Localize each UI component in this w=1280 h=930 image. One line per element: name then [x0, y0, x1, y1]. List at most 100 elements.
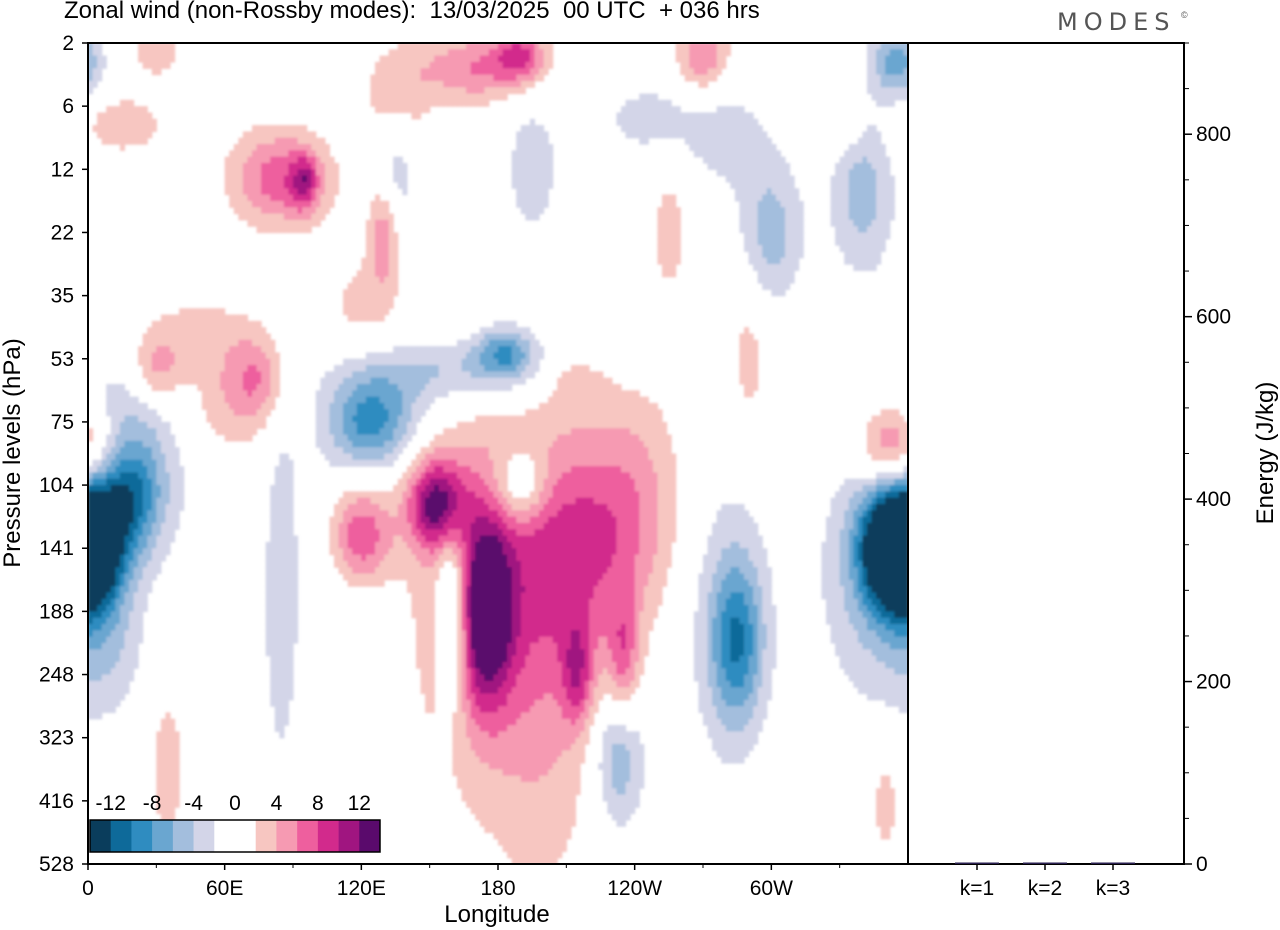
heatmap-cell: [329, 459, 335, 467]
heatmap-cell: [402, 49, 408, 57]
heatmap-cell: [242, 213, 249, 221]
heatmap-cell: [402, 434, 408, 442]
heatmap-cell: [429, 346, 435, 354]
heatmap-cell: [835, 238, 841, 246]
heatmap-cell: [666, 238, 672, 246]
heatmap-cell: [662, 118, 668, 126]
heatmap-cell: [853, 257, 859, 265]
heatmap-cell: [561, 516, 567, 524]
heatmap-cell: [739, 125, 745, 133]
heatmap-cell: [457, 74, 463, 82]
heatmap-cell: [347, 384, 353, 391]
heatmap-cell: [611, 396, 618, 404]
heatmap-cell: [133, 516, 139, 524]
heatmap-cell: [789, 257, 795, 265]
heatmap-cell: [261, 377, 267, 385]
heatmap-cell: [461, 447, 467, 455]
heatmap-cell: [744, 150, 750, 158]
heatmap-cell: [470, 93, 476, 101]
heatmap-cell: [621, 440, 627, 448]
heatmap-cell: [416, 453, 422, 461]
heatmap-cell: [584, 396, 590, 404]
heatmap-cell: [525, 55, 531, 63]
heatmap-cell: [461, 504, 467, 511]
heatmap-cell: [484, 491, 490, 499]
heatmap-cell: [416, 106, 422, 114]
heatmap-cell: [238, 377, 244, 385]
heatmap-cell: [324, 409, 331, 417]
heatmap-cell: [867, 74, 873, 82]
heatmap-cell: [607, 459, 613, 467]
heatmap-cell: [406, 396, 413, 404]
heatmap-cell: [730, 144, 736, 151]
heatmap-cell: [520, 150, 526, 158]
heatmap-cell: [484, 327, 490, 335]
heatmap-cell: [516, 327, 522, 335]
heatmap-cell: [283, 478, 290, 486]
heatmap-cell: [106, 510, 112, 518]
heatmap-cell: [425, 447, 431, 455]
heatmap-cell: [261, 169, 267, 177]
heatmap-cell: [133, 402, 139, 410]
heatmap-cell: [297, 213, 303, 221]
heatmap-cell: [652, 510, 659, 518]
heatmap-cell: [160, 352, 167, 360]
heatmap-cell: [384, 251, 390, 259]
heatmap-cell: [147, 516, 153, 524]
heatmap-cell: [757, 213, 763, 221]
heatmap-cell: [352, 295, 358, 303]
heatmap-cell: [889, 516, 895, 524]
heatmap-cell: [525, 213, 531, 221]
heatmap-cell: [416, 365, 422, 372]
heatmap-cell: [434, 510, 440, 518]
heatmap-cell: [370, 453, 376, 461]
heatmap-cell: [839, 510, 845, 518]
heatmap-cell: [657, 409, 663, 417]
heatmap-cell: [680, 43, 686, 50]
heatmap-cell: [566, 491, 572, 499]
heatmap-cell: [270, 213, 276, 221]
heatmap-cell: [165, 440, 171, 448]
heatmap-cell: [880, 61, 886, 69]
heatmap-cell: [384, 459, 390, 467]
heatmap-cell: [375, 384, 381, 391]
heatmap-cell: [252, 409, 258, 417]
heatmap-cell: [785, 238, 791, 246]
heatmap-cell: [306, 169, 312, 177]
heatmap-cell: [589, 409, 595, 417]
heatmap-cell: [652, 453, 659, 461]
heatmap-cell: [566, 409, 572, 417]
heatmap-cell: [334, 510, 340, 518]
heatmap-cell: [475, 485, 481, 492]
heatmap-cell: [725, 118, 731, 126]
heatmap-cell: [580, 440, 586, 448]
heatmap-cell: [466, 428, 472, 436]
heatmap-cell: [206, 358, 212, 366]
heatmap-cell: [876, 61, 882, 69]
heatmap-cell: [593, 516, 599, 524]
heatmap-cell: [593, 447, 599, 455]
heatmap-cell: [898, 49, 905, 57]
heatmap-cell: [461, 93, 467, 101]
heatmap-cell: [798, 200, 804, 208]
heatmap-cell: [370, 251, 376, 259]
heatmap-cell: [666, 497, 672, 505]
heatmap-cell: [493, 440, 499, 448]
heatmap-cell: [320, 447, 326, 455]
heatmap-cell: [379, 390, 385, 398]
heatmap-cell: [589, 440, 595, 448]
heatmap-cell: [871, 447, 877, 455]
heatmap-cell: [443, 49, 449, 57]
heatmap-cell: [507, 384, 513, 391]
heatmap-cell: [443, 384, 449, 391]
heatmap-cell: [539, 491, 545, 499]
heatmap-cell: [857, 504, 864, 511]
heatmap-cell: [753, 144, 759, 151]
heatmap-cell: [247, 181, 253, 189]
heatmap-cell: [466, 358, 472, 366]
heatmap-cell: [734, 150, 741, 158]
heatmap-cell: [730, 137, 736, 145]
heatmap-cell: [384, 219, 390, 227]
heatmap-cell: [324, 421, 331, 429]
heatmap-cell: [361, 434, 367, 442]
